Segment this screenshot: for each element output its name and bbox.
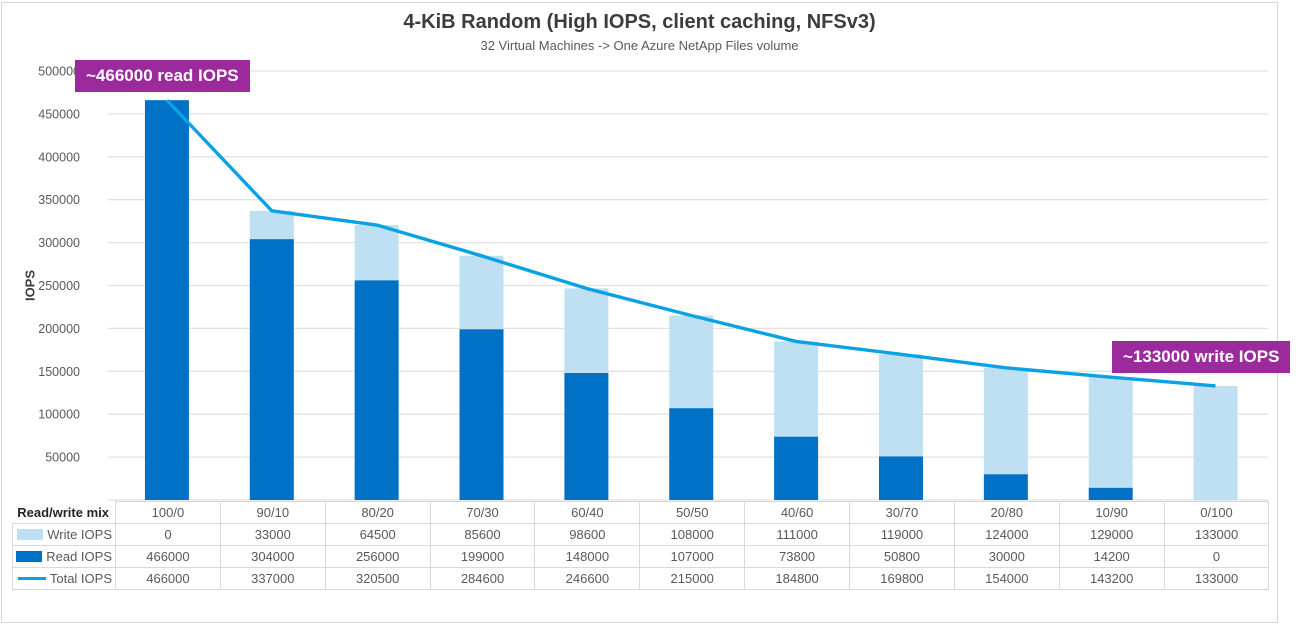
category-cell: 30/70 xyxy=(849,501,955,524)
write-bar xyxy=(878,354,923,457)
y-tick-label: 300000 xyxy=(38,236,80,250)
category-cell: 50/50 xyxy=(639,501,746,524)
table-row: Write IOPS 0 33000 64500 85600 98600 108000 111… xyxy=(12,523,1270,546)
category-cell: 100/0 xyxy=(115,501,221,524)
category-cell: 80/20 xyxy=(324,501,431,524)
value-cell: 111000 xyxy=(744,523,851,546)
legend-swatch-icon xyxy=(16,551,43,562)
value-cell: 284600 xyxy=(429,567,536,590)
y-tick-label: 400000 xyxy=(38,150,80,164)
legend-swatch-icon xyxy=(17,577,46,580)
read-bar xyxy=(878,456,923,500)
category-cell: 10/90 xyxy=(1058,501,1165,524)
y-tick-label: 500000 xyxy=(38,65,80,79)
series-label-cell: Write IOPS xyxy=(12,523,116,546)
value-cell: 124000 xyxy=(953,523,1060,546)
category-cell: 20/80 xyxy=(953,501,1060,524)
y-tick-label: 50000 xyxy=(45,451,80,465)
value-cell: 64500 xyxy=(324,523,431,546)
total-line xyxy=(165,99,1216,388)
value-cell: 50800 xyxy=(849,545,955,568)
category-cell: 0/100 xyxy=(1163,501,1270,524)
value-cell: 129000 xyxy=(1058,523,1165,546)
read-bar xyxy=(354,280,399,500)
value-cell: 184800 xyxy=(744,567,851,590)
y-tick-label: 450000 xyxy=(38,107,80,121)
value-cell: 154000 xyxy=(953,567,1060,590)
read-bar xyxy=(1088,487,1133,500)
category-cell: 70/30 xyxy=(429,501,536,524)
y-tick-label: 150000 xyxy=(38,365,80,379)
read-bar xyxy=(564,373,609,500)
write-bar xyxy=(669,315,714,409)
value-cell: 98600 xyxy=(534,523,641,546)
value-cell: 215000 xyxy=(639,567,746,590)
value-cell: 320500 xyxy=(324,567,431,590)
value-cell: 337000 xyxy=(219,567,326,590)
value-cell: 107000 xyxy=(639,545,746,568)
value-cell: 169800 xyxy=(849,567,955,590)
write-bar xyxy=(983,367,1028,475)
table-row-header: Read/write mix xyxy=(12,501,116,524)
value-cell: 256000 xyxy=(324,545,431,568)
category-cell: 60/40 xyxy=(534,501,641,524)
series-label-cell: Total IOPS xyxy=(12,567,116,590)
value-cell: 199000 xyxy=(429,545,536,568)
write-bar xyxy=(774,341,819,437)
value-cell: 73800 xyxy=(744,545,851,568)
value-cell: 143200 xyxy=(1058,567,1165,590)
category-cell: 90/10 xyxy=(219,501,326,524)
write-bar xyxy=(1088,377,1133,488)
read-bar xyxy=(983,474,1028,500)
table-row: Read IOPS 466000 304000 256000 199000 148000 1… xyxy=(12,545,1270,568)
value-cell: 148000 xyxy=(534,545,641,568)
value-cell: 304000 xyxy=(219,545,326,568)
read-iops-annotation: ~466000 read IOPS xyxy=(75,60,250,92)
chart-subtitle: 32 Virtual Machines -> One Azure NetApp … xyxy=(480,38,799,53)
y-tick-label: 250000 xyxy=(38,279,80,293)
read-bar xyxy=(144,100,189,500)
series-name: Read IOPS xyxy=(46,549,112,564)
value-cell: 85600 xyxy=(429,523,536,546)
chart-title: 4-KiB Random (High IOPS, client caching,… xyxy=(403,11,876,33)
value-cell: 119000 xyxy=(849,523,955,546)
table-row: Total IOPS 466000 337000 320500 284600 246600… xyxy=(12,567,1270,590)
data-table: Read/write mix 100/0 90/10 80/20 70/30 60/40 5… xyxy=(12,501,1270,590)
read-bar xyxy=(774,436,819,500)
value-cell: 0 xyxy=(1163,545,1270,568)
read-bar xyxy=(669,408,714,500)
y-tick-label: 350000 xyxy=(38,193,80,207)
y-tick-label: 200000 xyxy=(38,322,80,336)
value-cell: 133000 xyxy=(1163,523,1270,546)
figure-border xyxy=(1,2,1278,623)
write-bar xyxy=(564,288,609,374)
value-cell: 133000 xyxy=(1163,567,1270,590)
value-cell: 0 xyxy=(115,523,221,546)
value-cell: 466000 xyxy=(115,545,221,568)
y-axis-label: IOPS xyxy=(22,269,38,302)
series-name: Total IOPS xyxy=(49,571,112,586)
write-bar xyxy=(354,225,399,281)
value-cell: 466000 xyxy=(115,567,221,590)
legend-swatch-icon xyxy=(17,529,44,540)
write-iops-annotation: ~133000 write IOPS xyxy=(1112,341,1291,373)
category-cell: 40/60 xyxy=(744,501,851,524)
write-bar xyxy=(249,210,294,240)
read-bar xyxy=(249,239,294,500)
read-bar xyxy=(459,329,504,500)
series-name: Write IOPS xyxy=(47,527,112,542)
value-cell: 33000 xyxy=(219,523,326,546)
write-bar xyxy=(1193,385,1238,500)
series-label-cell: Read IOPS xyxy=(12,545,116,568)
value-cell: 14200 xyxy=(1058,545,1165,568)
write-bar xyxy=(459,255,504,330)
value-cell: 108000 xyxy=(639,523,746,546)
y-tick-label: 100000 xyxy=(38,408,80,422)
value-cell: 30000 xyxy=(953,545,1060,568)
value-cell: 246600 xyxy=(534,567,641,590)
